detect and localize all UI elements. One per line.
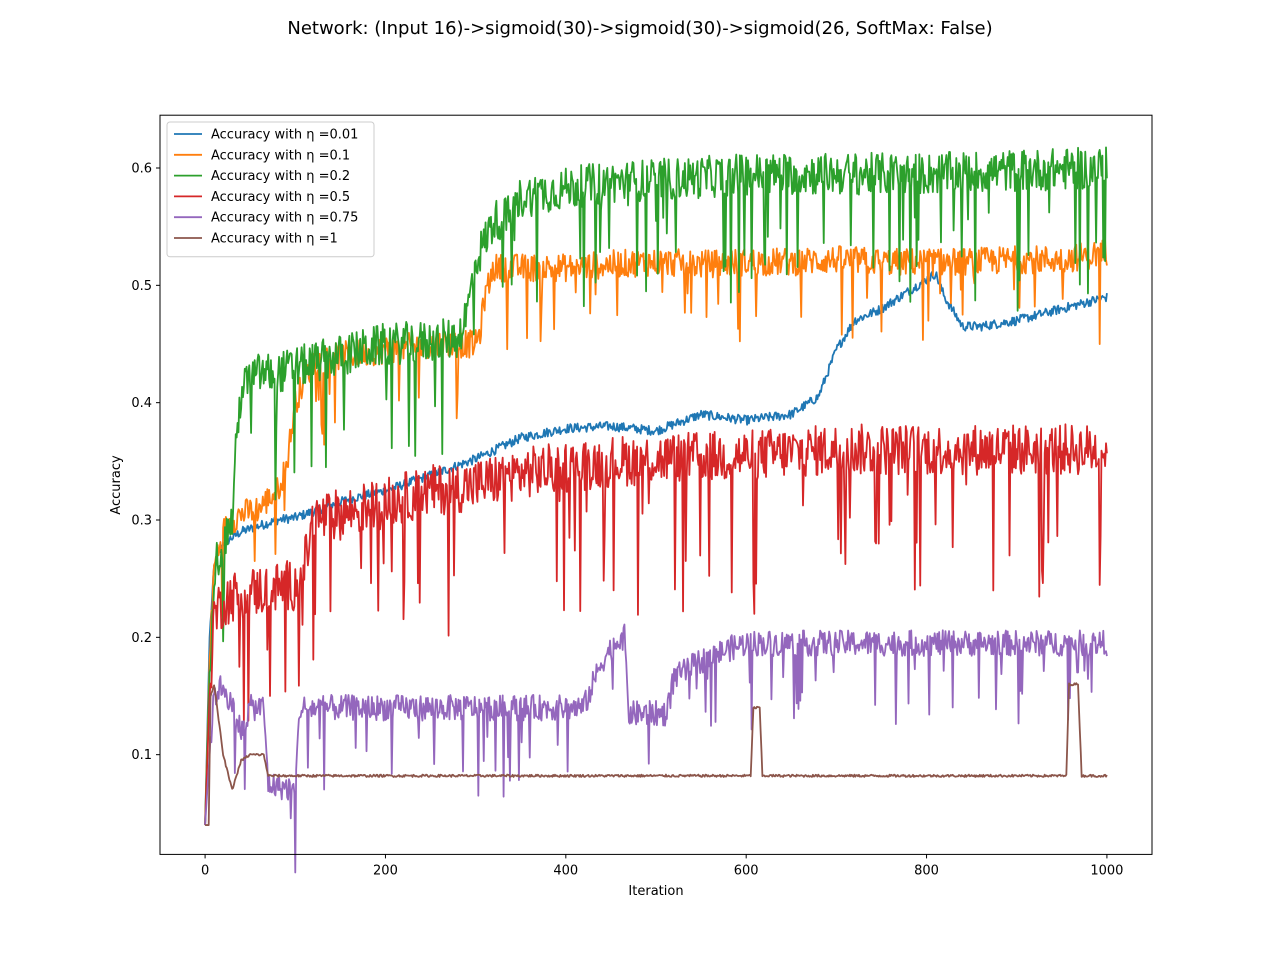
x-tick-label: 1000 xyxy=(1090,863,1123,878)
legend-label: Accuracy with η =1 xyxy=(211,232,338,247)
series-line-3 xyxy=(204,423,1108,826)
series-layer xyxy=(204,146,1108,874)
series-line-4 xyxy=(204,623,1108,874)
y-tick-label: 0.3 xyxy=(131,514,152,529)
series-line-2 xyxy=(204,146,1108,826)
x-tick-label: 0 xyxy=(201,863,209,878)
legend-box xyxy=(166,121,375,258)
legend-label: Accuracy with η =0.2 xyxy=(211,169,350,184)
legend-label: Accuracy with η =0.75 xyxy=(211,211,358,226)
plot-area-frame xyxy=(159,114,1153,855)
legend: Accuracy with η =0.01 Accuracy with η =0.… xyxy=(166,121,375,258)
legend-label: Accuracy with η =0.01 xyxy=(211,128,358,143)
y-tick-label: 0.2 xyxy=(131,631,152,646)
series-line-5 xyxy=(205,682,1108,826)
legend-label: Accuracy with η =0.1 xyxy=(211,148,350,163)
y-tick-label: 0.6 xyxy=(131,162,152,177)
x-tick-label: 200 xyxy=(373,863,398,878)
y-tick-label: 0.1 xyxy=(131,748,152,763)
y-axis-label: Accuracy xyxy=(109,455,124,515)
x-tick-label: 400 xyxy=(553,863,578,878)
x-axis-label: Iteration xyxy=(628,884,683,899)
x-tick-label: 600 xyxy=(734,863,759,878)
x-tick-label: 800 xyxy=(914,863,939,878)
axes-layer: 0 200 400 600 800 1000 0.1 0.2 0.3 0.4 0.5 0.6 xyxy=(131,162,1123,879)
y-tick-label: 0.5 xyxy=(131,279,152,294)
legend-label: Accuracy with η =0.5 xyxy=(211,190,350,205)
chart-title: Network: (Input 16)->sigmoid(30)->sigmoi… xyxy=(287,18,992,39)
y-tick-label: 0.4 xyxy=(131,396,152,411)
